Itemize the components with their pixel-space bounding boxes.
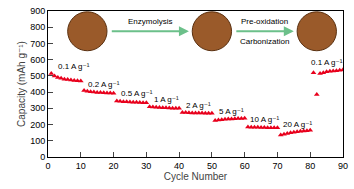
svg-text:70: 70 — [272, 161, 282, 171]
svg-text:20 A g⁻¹: 20 A g⁻¹ — [283, 120, 312, 129]
svg-text:1 A g⁻¹: 1 A g⁻¹ — [154, 95, 179, 104]
svg-text:20: 20 — [109, 161, 119, 171]
svg-text:30: 30 — [141, 161, 151, 171]
svg-text:200: 200 — [30, 120, 45, 130]
svg-text:Pre-oxidation: Pre-oxidation — [241, 17, 288, 26]
svg-text:Capacity (mAh g⁻¹): Capacity (mAh g⁻¹) — [16, 41, 27, 127]
svg-text:60: 60 — [240, 161, 250, 171]
svg-text:2 A g⁻¹: 2 A g⁻¹ — [186, 101, 211, 110]
svg-text:300: 300 — [30, 103, 45, 113]
svg-text:900: 900 — [30, 6, 45, 16]
svg-text:0.5 A g⁻¹: 0.5 A g⁻¹ — [121, 89, 153, 98]
svg-text:500: 500 — [30, 71, 45, 81]
svg-text:0.2 A g⁻¹: 0.2 A g⁻¹ — [88, 80, 120, 89]
svg-text:0.1 A g⁻¹: 0.1 A g⁻¹ — [311, 58, 343, 67]
svg-text:Enzymolysis: Enzymolysis — [128, 17, 172, 26]
svg-text:0.1 A g⁻¹: 0.1 A g⁻¹ — [58, 62, 90, 71]
svg-text:0: 0 — [45, 161, 50, 171]
svg-text:90: 90 — [338, 161, 348, 171]
svg-text:5 A g⁻¹: 5 A g⁻¹ — [219, 107, 244, 116]
svg-text:50: 50 — [207, 161, 217, 171]
svg-text:800: 800 — [30, 22, 45, 32]
svg-text:600: 600 — [30, 55, 45, 65]
svg-text:10: 10 — [76, 161, 86, 171]
svg-text:700: 700 — [30, 39, 45, 49]
svg-text:40: 40 — [174, 161, 184, 171]
svg-text:400: 400 — [30, 87, 45, 97]
svg-text:Cycle Number: Cycle Number — [164, 171, 228, 182]
svg-text:80: 80 — [305, 161, 315, 171]
svg-text:0: 0 — [40, 152, 45, 162]
svg-text:Carbonization: Carbonization — [240, 37, 289, 46]
svg-text:10 A g⁻¹: 10 A g⁻¹ — [250, 115, 279, 124]
svg-text:100: 100 — [30, 136, 45, 146]
